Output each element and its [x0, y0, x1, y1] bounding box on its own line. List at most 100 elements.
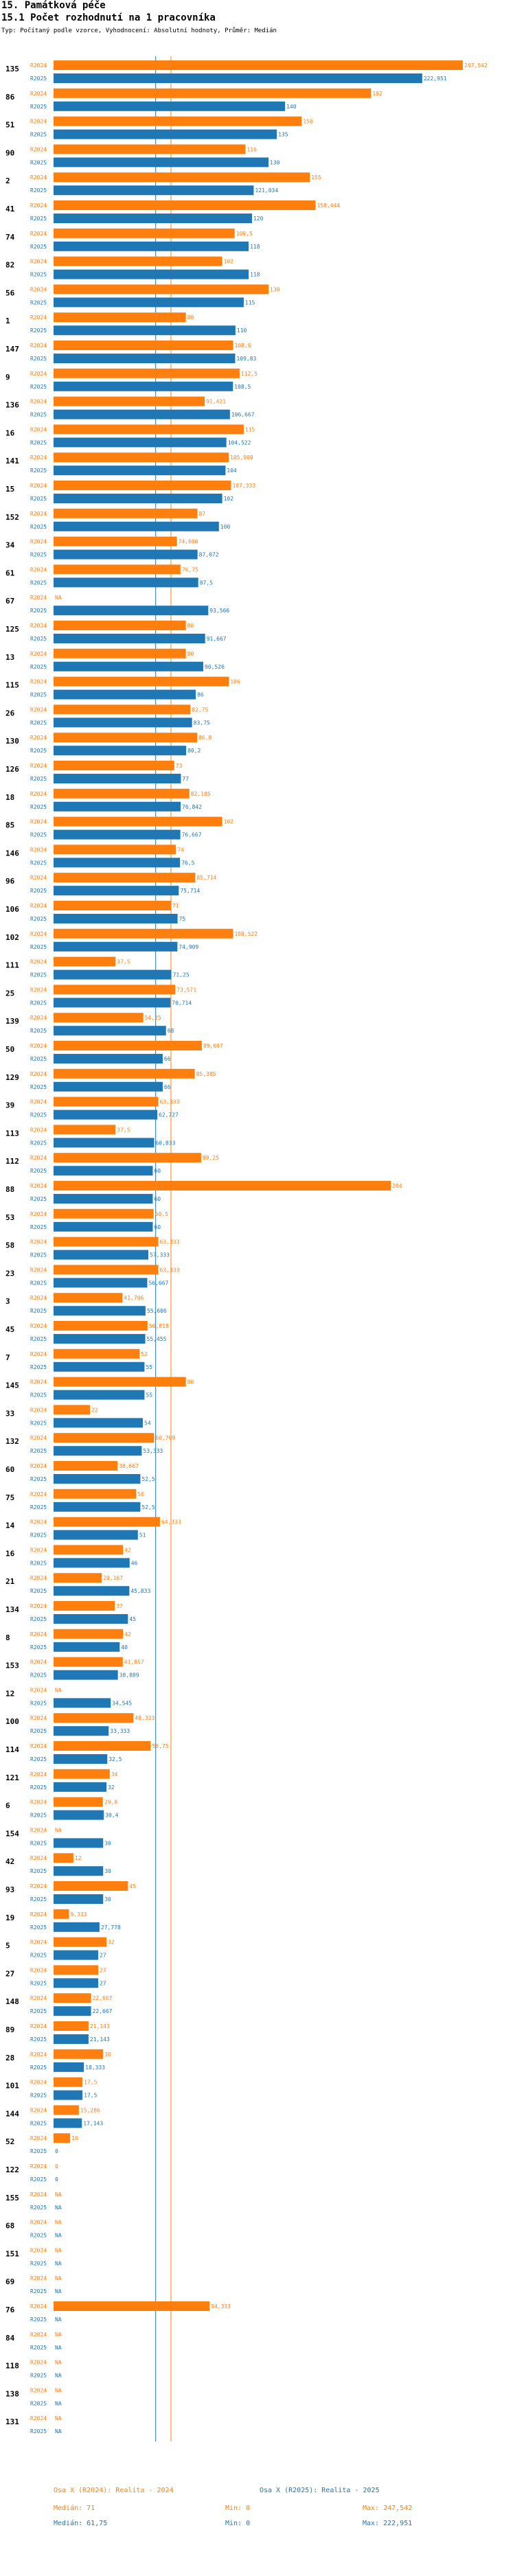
- bar-2024: [54, 788, 190, 798]
- row-label: 23: [5, 1269, 14, 1278]
- legend-2024-max: Max: 247,542: [363, 2505, 413, 2512]
- series-label-2025: R2025: [30, 552, 47, 558]
- value-label-2024: 45: [129, 1883, 136, 1889]
- value-label-2024: 42: [124, 1547, 131, 1553]
- bar-2024: [54, 1769, 110, 1779]
- row-label: 111: [5, 961, 19, 970]
- bar-2024: [54, 284, 269, 295]
- series-label-2025: R2025: [30, 2345, 47, 2351]
- value-label-2025: 120: [253, 216, 264, 222]
- row-label: 25: [5, 989, 14, 998]
- series-label-2025: R2025: [30, 76, 47, 82]
- value-label-2024: 60,769: [155, 1435, 175, 1441]
- series-label-2025: R2025: [30, 2148, 47, 2154]
- bar-2025: [54, 1614, 128, 1624]
- series-label-2024: R2024: [30, 1799, 47, 1806]
- bar-2025: [54, 941, 178, 952]
- series-label-2024: R2024: [30, 1015, 47, 1021]
- series-label-2024: R2024: [30, 1183, 47, 1189]
- bar-2025: [54, 1754, 108, 1764]
- series-label-2025: R2025: [30, 1532, 47, 1539]
- bar-2024: [54, 1741, 151, 1751]
- series-label-2024: R2024: [30, 455, 47, 461]
- bar-2025: [54, 1194, 153, 1204]
- bar-2025: [54, 354, 236, 363]
- bar-2025: [54, 689, 196, 700]
- series-label-2024: R2024: [30, 623, 47, 629]
- series-label-2025: R2025: [30, 2093, 47, 2099]
- bar-2024: [54, 564, 181, 575]
- series-label-2024: R2024: [30, 2360, 47, 2366]
- bar-2025: [54, 774, 181, 783]
- value-label-2024: 108,522: [234, 931, 258, 937]
- series-label-2024: R2024: [30, 2051, 47, 2058]
- value-label-2025: 110: [237, 327, 247, 334]
- bar-2025: [54, 577, 198, 588]
- value-label-2025: 55,455: [147, 1336, 167, 1342]
- row-label: 101: [5, 2082, 19, 2091]
- bar-2024: [54, 816, 222, 827]
- value-label-2025: 51: [139, 1532, 146, 1539]
- row-label: 52: [5, 2137, 14, 2146]
- value-label-2024: 74: [177, 847, 184, 853]
- value-label-2025: 130: [270, 159, 280, 165]
- bar-2025: [54, 1866, 104, 1876]
- value-label-2025: 87,072: [199, 552, 219, 558]
- series-label-2025: R2025: [30, 2316, 47, 2323]
- bar-2024: [54, 341, 233, 350]
- bar-2025: [54, 1642, 120, 1652]
- row-label: 113: [5, 1129, 19, 1138]
- bar-2024: [54, 172, 310, 183]
- series-label-2024: R2024: [30, 1239, 47, 1245]
- value-label-2024: 158,444: [317, 203, 341, 209]
- series-label-2025: R2025: [30, 216, 47, 222]
- value-label-2024: 56,818: [149, 1323, 169, 1329]
- bar-2024: [54, 1461, 118, 1471]
- series-label-2025: R2025: [30, 1224, 47, 1230]
- value-label-2024: 112,5: [241, 371, 258, 377]
- bar-2024: [54, 1405, 90, 1415]
- bar-2024: [54, 1265, 159, 1275]
- bar-2025: [54, 494, 222, 503]
- row-label: 93: [5, 1885, 14, 1894]
- series-label-2024: R2024: [30, 1043, 47, 1049]
- series-label-2025: R2025: [30, 1756, 47, 1762]
- value-label-2025: 68: [168, 1028, 174, 1034]
- series-label-2024: R2024: [30, 987, 47, 993]
- value-label-2024: 27: [100, 1967, 106, 1973]
- bar-2025: [54, 1278, 148, 1288]
- series-label-2025: R2025: [30, 1308, 47, 1314]
- bar-2024: [54, 200, 316, 210]
- value-label-2025: 76,667: [182, 832, 202, 838]
- series-label-2024: R2024: [30, 847, 47, 853]
- value-label-2024: 42: [124, 1631, 131, 1637]
- series-label-2024: R2024: [30, 511, 47, 517]
- series-label-2025: R2025: [30, 1392, 47, 1399]
- bar-2024: [54, 312, 186, 323]
- value-label-2024: 10: [71, 2135, 78, 2141]
- series-label-2024: R2024: [30, 903, 47, 909]
- bar-2025: [54, 998, 171, 1008]
- value-label-2024: NA: [55, 1827, 62, 1833]
- series-label-2024: R2024: [30, 2247, 47, 2253]
- value-label-2025: 77: [182, 776, 189, 782]
- series-label-2024: R2024: [30, 343, 47, 349]
- series-label-2025: R2025: [30, 776, 47, 782]
- bar-2025: [54, 634, 205, 643]
- bar-2025: [54, 1026, 166, 1036]
- bar-2025: [54, 1474, 141, 1484]
- value-label-2024: 41,706: [124, 1295, 144, 1301]
- bar-2024: [54, 1545, 124, 1555]
- value-label-2025: 38,889: [119, 1672, 139, 1679]
- value-label-2024: NA: [55, 2387, 62, 2393]
- row-label: 3: [5, 1297, 10, 1306]
- row-label: 56: [5, 288, 15, 297]
- value-label-2024: NA: [55, 595, 62, 601]
- value-label-2024: 73: [176, 763, 183, 769]
- bar-2025: [54, 1838, 104, 1848]
- series-label-2025: R2025: [30, 1140, 47, 1146]
- series-label-2025: R2025: [30, 2400, 47, 2406]
- value-label-2024: 87: [198, 511, 205, 517]
- bar-2025: [54, 2062, 84, 2072]
